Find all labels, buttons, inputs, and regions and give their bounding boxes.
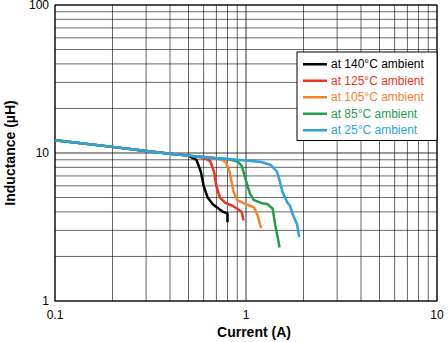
x-tick-label: 1: [243, 308, 250, 322]
grid: [55, 5, 437, 301]
series-line: [55, 140, 299, 237]
y-axis-label: Inductance (µH): [2, 100, 18, 205]
legend-label: at 85°C ambient: [331, 107, 418, 121]
background: [0, 0, 448, 342]
series-line: [55, 140, 280, 247]
x-tick-label: 10: [430, 308, 444, 322]
y-tick-label: 10: [36, 146, 50, 160]
y-tick-label: 100: [29, 0, 49, 12]
x-tick-label: 0.1: [47, 308, 64, 322]
legend: at 140°C ambient at 125°C ambient at 105°C…: [297, 52, 437, 141]
legend-label: at 25°C ambient: [331, 123, 418, 137]
legend-label: at 125°C ambient: [331, 74, 425, 88]
series-line: [55, 140, 227, 222]
legend-box: [297, 52, 437, 141]
legend-swatch: [303, 96, 327, 99]
legend-swatch: [303, 113, 327, 116]
x-axis-label: Current (A): [217, 324, 291, 340]
legend-swatch: [303, 129, 327, 132]
series-group: [55, 140, 299, 247]
grid-y: [55, 153, 437, 154]
legend-swatch: [303, 63, 327, 66]
legend-label: at 105°C ambient: [331, 90, 425, 104]
plot-frame: [55, 5, 437, 301]
y-tick-label: 1: [42, 294, 49, 308]
chart: 0.1110110100Current (A)Inductance (µH)at…: [0, 0, 448, 342]
legend-label: at 140°C ambient: [331, 57, 425, 71]
legend-swatch: [303, 80, 327, 83]
